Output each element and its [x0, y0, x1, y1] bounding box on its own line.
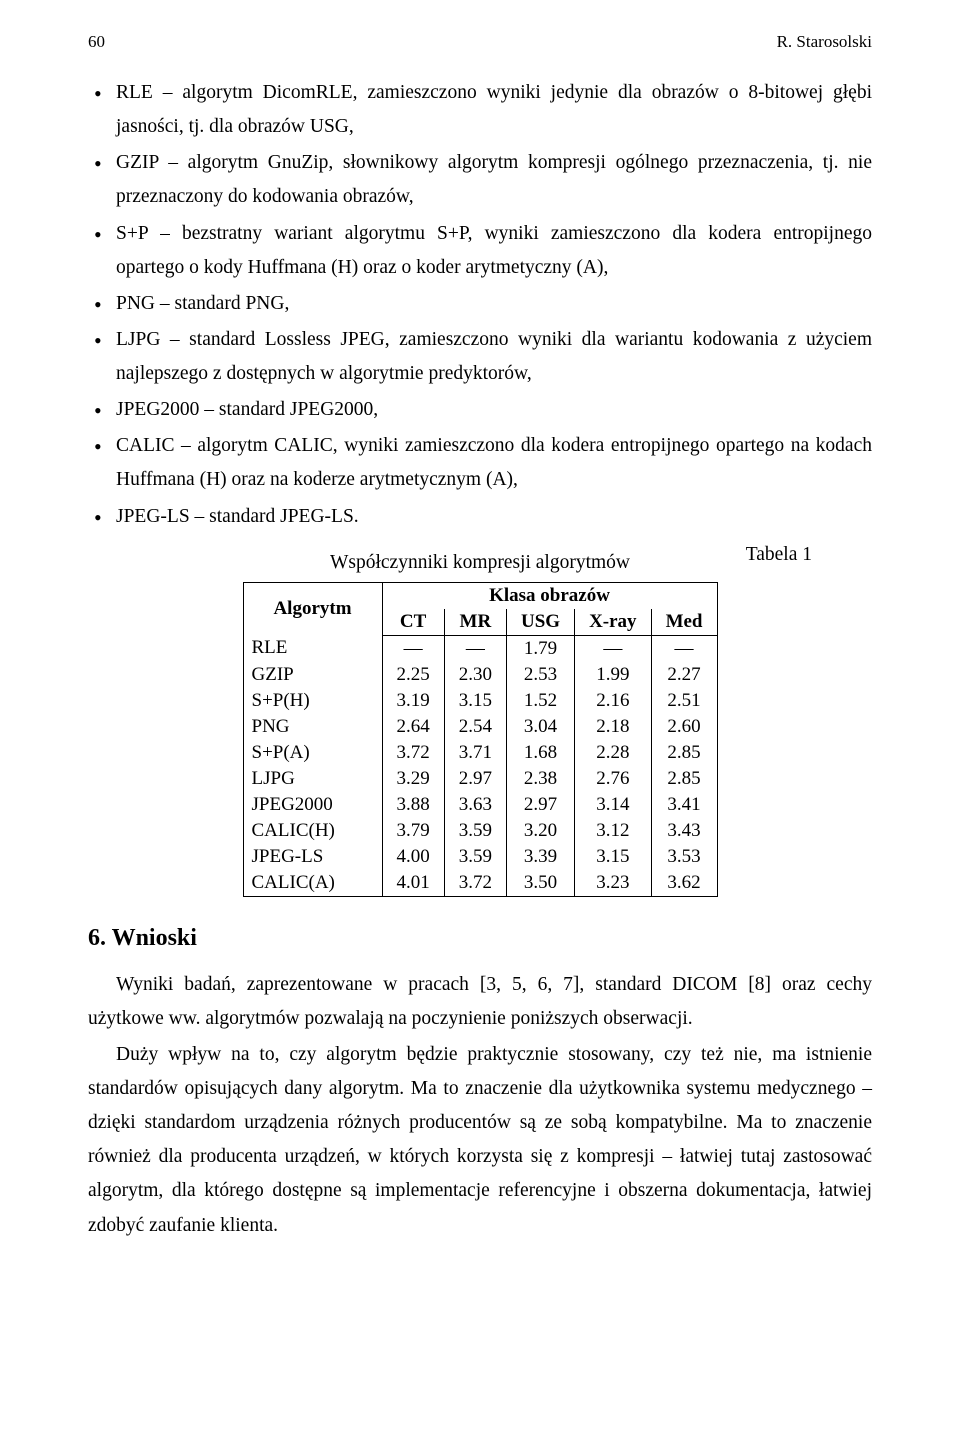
table-cell: 3.50 [507, 870, 575, 897]
body-paragraph: Duży wpływ na to, czy algorytm będzie pr… [88, 1038, 872, 1243]
table-cell: 2.54 [444, 714, 506, 740]
table-cell-algname: RLE [243, 635, 382, 662]
table-cell: 2.18 [575, 714, 651, 740]
col-header: Med [651, 609, 717, 636]
section-heading: 6. Wnioski [88, 925, 872, 952]
table-cell: 3.59 [444, 818, 506, 844]
table-cell: 3.62 [651, 870, 717, 897]
table-cell: 3.15 [444, 688, 506, 714]
table-cell: 3.39 [507, 844, 575, 870]
table-cell: 3.72 [382, 740, 444, 766]
table-caption: Tabela 1 Współczynniki kompresji algoryt… [88, 552, 872, 574]
table-cell: 3.41 [651, 792, 717, 818]
table-cell: 2.25 [382, 662, 444, 688]
running-head-author: R. Starosolski [777, 32, 872, 52]
table-cell: 2.97 [507, 792, 575, 818]
table-cell: 1.99 [575, 662, 651, 688]
table-cell: 2.64 [382, 714, 444, 740]
table-cell-algname: JPEG2000 [243, 792, 382, 818]
table-cell-algname: S+P(H) [243, 688, 382, 714]
col-header: X-ray [575, 609, 651, 636]
table-cell: 2.38 [507, 766, 575, 792]
table-cell: 2.97 [444, 766, 506, 792]
table-cell-algname: LJPG [243, 766, 382, 792]
table-cell: — [651, 635, 717, 662]
table-cell: 3.20 [507, 818, 575, 844]
table-cell-algname: S+P(A) [243, 740, 382, 766]
table-body: RLE——1.79——GZIP2.252.302.531.992.27S+P(H… [243, 635, 717, 896]
list-item: JPEG2000 – standard JPEG2000, [88, 393, 872, 427]
table-cell-algname: JPEG-LS [243, 844, 382, 870]
list-item: CALIC – algorytm CALIC, wyniki zamieszcz… [88, 429, 872, 497]
table-cell: 4.00 [382, 844, 444, 870]
table-cell: 3.88 [382, 792, 444, 818]
list-item: RLE – algorytm DicomRLE, zamieszczono wy… [88, 76, 872, 144]
table-cell: 1.68 [507, 740, 575, 766]
table-cell: 2.85 [651, 740, 717, 766]
table-cell: 2.27 [651, 662, 717, 688]
table-cell-algname: PNG [243, 714, 382, 740]
table-cell: 4.01 [382, 870, 444, 897]
table-cell: 2.51 [651, 688, 717, 714]
list-item: LJPG – standard Lossless JPEG, zamieszcz… [88, 323, 872, 391]
list-item: GZIP – algorytm GnuZip, słownikowy algor… [88, 146, 872, 214]
list-item: S+P – bezstratny wariant algorytmu S+P, … [88, 217, 872, 285]
table-cell: — [575, 635, 651, 662]
table-cell: 1.52 [507, 688, 575, 714]
col-header: USG [507, 609, 575, 636]
table-cell: 3.14 [575, 792, 651, 818]
running-header: 60 R. Starosolski [88, 32, 872, 52]
table-cell: 3.29 [382, 766, 444, 792]
col-header-klasa: Klasa obrazów [382, 582, 717, 609]
table-cell: 3.43 [651, 818, 717, 844]
table-cell: 2.16 [575, 688, 651, 714]
page-number: 60 [88, 32, 105, 52]
page: 60 R. Starosolski RLE – algorytm DicomRL… [0, 0, 960, 1434]
table-cell: 3.71 [444, 740, 506, 766]
col-header: MR [444, 609, 506, 636]
bullet-list: RLE – algorytm DicomRLE, zamieszczono wy… [88, 76, 872, 534]
table-cell: — [382, 635, 444, 662]
table-cell: 3.23 [575, 870, 651, 897]
table-cell: 3.72 [444, 870, 506, 897]
table-cell-algname: GZIP [243, 662, 382, 688]
table-cell: 2.28 [575, 740, 651, 766]
table-cell: — [444, 635, 506, 662]
col-header: CT [382, 609, 444, 636]
table-cell: 2.60 [651, 714, 717, 740]
table-cell: 2.85 [651, 766, 717, 792]
table-cell: 3.19 [382, 688, 444, 714]
table-cell: 3.15 [575, 844, 651, 870]
table-cell-algname: CALIC(A) [243, 870, 382, 897]
table-cell: 3.59 [444, 844, 506, 870]
table-cell: 2.30 [444, 662, 506, 688]
list-item: JPEG-LS – standard JPEG-LS. [88, 500, 872, 534]
body-paragraph: Wyniki badań, zaprezentowane w pracach [… [88, 968, 872, 1036]
list-item: PNG – standard PNG, [88, 287, 872, 321]
table-number-label: Tabela 1 [746, 544, 812, 566]
table-cell: 3.63 [444, 792, 506, 818]
table-cell: 3.12 [575, 818, 651, 844]
table-cell: 2.53 [507, 662, 575, 688]
table-cell-algname: CALIC(H) [243, 818, 382, 844]
compression-table: Algorytm Klasa obrazów CT MR USG X-ray M… [243, 582, 718, 897]
table-cell: 1.79 [507, 635, 575, 662]
table-cell: 3.53 [651, 844, 717, 870]
table-cell: 2.76 [575, 766, 651, 792]
table-cell: 3.79 [382, 818, 444, 844]
col-header-algorytm: Algorytm [243, 582, 382, 635]
table-cell: 3.04 [507, 714, 575, 740]
